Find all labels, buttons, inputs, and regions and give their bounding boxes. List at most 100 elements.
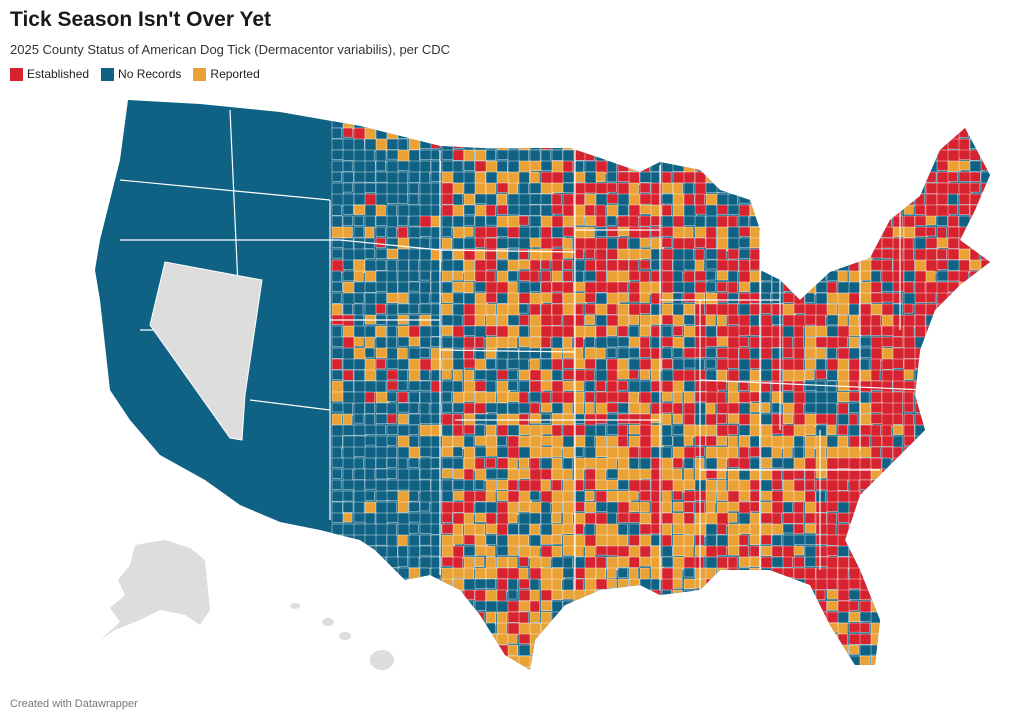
county-cell [375, 215, 389, 227]
county-cell [331, 336, 344, 348]
county-cell [672, 193, 684, 207]
county-cell [661, 292, 675, 303]
county-cell [639, 633, 652, 644]
county-cell [881, 204, 895, 219]
county-cell [496, 171, 510, 185]
county-cell [375, 435, 389, 448]
county-cell [958, 204, 970, 216]
county-cell [485, 127, 498, 140]
county-cell [969, 116, 983, 127]
county-cell [705, 248, 719, 260]
county-cell [650, 622, 664, 636]
county-cell [386, 391, 398, 402]
county-cell [804, 270, 817, 283]
county-cell [892, 391, 903, 404]
county-cell [683, 446, 697, 459]
county-cell [331, 325, 342, 339]
county-cell [969, 435, 980, 449]
county-cell [661, 127, 672, 138]
county-cell [705, 633, 718, 647]
county-cell [430, 655, 442, 668]
county-cell [848, 435, 861, 448]
county-cell [375, 100, 387, 106]
county-cell [551, 160, 564, 174]
county-cell [364, 204, 377, 217]
county-cell [584, 259, 596, 272]
county-cell [738, 182, 749, 194]
county-cell [738, 369, 751, 382]
county-cell [518, 446, 531, 459]
county-cell [705, 534, 717, 548]
county-cell [980, 347, 990, 361]
county-cell [530, 678, 542, 691]
county-cell [870, 292, 884, 304]
county-cell [419, 193, 432, 207]
county-cell [969, 545, 982, 557]
county-cell [463, 292, 476, 306]
county-cell [540, 149, 551, 163]
county-cell [815, 633, 827, 647]
county-cell [441, 270, 453, 282]
county-cell [353, 622, 368, 634]
county-cell [738, 600, 750, 614]
county-cell [574, 678, 584, 690]
county-cell [793, 644, 807, 658]
county-cell [749, 468, 761, 481]
county-cell [596, 678, 606, 690]
county-cell [595, 215, 607, 228]
county-cell [914, 215, 927, 226]
county-cell [331, 347, 344, 359]
county-cell [595, 237, 609, 251]
county-cell [936, 248, 947, 260]
county-cell [529, 303, 541, 316]
county-cell [364, 501, 378, 514]
county-cell [672, 259, 686, 273]
county-cell [628, 567, 639, 580]
county-cell [661, 633, 673, 647]
county-cell [969, 501, 983, 513]
county-cell [584, 314, 595, 325]
county-cell [331, 182, 344, 196]
county-cell [683, 215, 697, 226]
county-cell [496, 402, 508, 415]
county-cell [771, 534, 782, 547]
county-cell [353, 633, 367, 644]
county-cell [969, 391, 981, 403]
county-cell [870, 622, 882, 636]
county-cell [463, 523, 477, 536]
legend-item-reported: Reported [193, 67, 260, 81]
county-cell [936, 633, 948, 644]
county-cell [573, 435, 587, 448]
map-subtitle: 2025 County Status of American Dog Tick … [10, 42, 451, 57]
county-cell [628, 380, 641, 394]
county-cell [936, 490, 948, 504]
county-cell [342, 490, 354, 502]
county-cell [969, 160, 983, 173]
county-cell [595, 193, 609, 207]
county-cell [848, 567, 861, 581]
county-cell [760, 446, 773, 458]
county-cell [992, 480, 1003, 489]
county-cell [980, 226, 990, 238]
county-cell [419, 589, 431, 602]
county-cell [859, 523, 871, 534]
county-cell [914, 545, 926, 559]
county-cell [815, 644, 827, 657]
county-cell [672, 391, 683, 405]
county-cell [353, 193, 366, 206]
county-cell [331, 303, 343, 316]
county-cell [848, 534, 859, 546]
county-cell [771, 248, 784, 261]
county-cell [782, 292, 795, 303]
county-cell [958, 413, 973, 427]
county-cell [992, 304, 1003, 314]
county-cell [804, 655, 815, 667]
county-cell [617, 578, 629, 589]
county-cell [914, 600, 928, 612]
county-cell [452, 193, 463, 206]
county-cell [804, 215, 815, 229]
county-cell [980, 204, 990, 216]
county-cell [992, 579, 1002, 588]
county-cell [430, 149, 441, 161]
county-cell [969, 380, 980, 395]
